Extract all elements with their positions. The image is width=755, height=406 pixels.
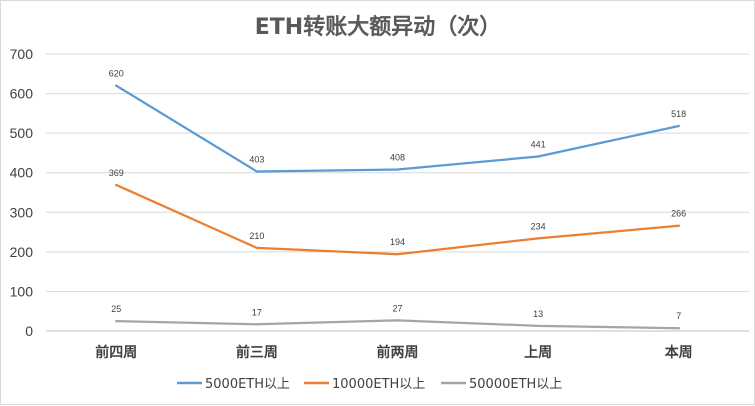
data-point [396, 319, 399, 322]
x-tick-label: 本周 [665, 344, 693, 361]
y-tick-label: 600 [10, 86, 34, 102]
data-point [115, 183, 118, 187]
data-point [536, 237, 540, 240]
data-label: 17 [252, 307, 262, 317]
x-tick-label: 前三周 [236, 344, 278, 361]
data-labels: 620 403 408 441 518 369 210 194 234 266 25 17 27 13 7 [109, 69, 686, 322]
y-tick-label: 400 [10, 165, 34, 181]
data-label: 620 [109, 69, 124, 79]
x-tick-label: 前两周 [377, 344, 419, 361]
data-point [115, 319, 118, 323]
y-tick-label: 200 [10, 244, 34, 260]
data-label: 403 [249, 155, 264, 165]
data-point [536, 324, 540, 328]
x-tick-label: 上周 [524, 345, 552, 361]
data-point [396, 168, 399, 171]
y-tick-label: 700 [10, 46, 34, 62]
data-label: 266 [671, 209, 686, 219]
y-tick-label: 100 [10, 283, 34, 299]
data-point [255, 246, 259, 250]
data-label: 25 [111, 304, 121, 314]
legend: 5000ETH以上 10000ETH以上 50000ETH以上 [177, 377, 562, 392]
legend-label: 10000ETH以上 [332, 377, 425, 392]
chart-title: ETH转账大额异动（次） [255, 14, 501, 40]
x-axis: 前四周 前三周 前两周 上周 本周 [95, 344, 692, 361]
x-tick-label: 前四周 [95, 344, 137, 361]
series-lines [115, 84, 680, 330]
data-point [677, 327, 680, 330]
data-point [677, 124, 680, 128]
y-tick-label: 300 [10, 204, 34, 220]
data-label: 518 [671, 109, 686, 119]
data-label: 441 [531, 139, 546, 149]
data-point [255, 323, 259, 326]
data-point [677, 224, 680, 227]
data-label: 194 [390, 237, 405, 247]
data-point [255, 170, 259, 173]
data-label: 408 [390, 153, 405, 163]
data-point [115, 84, 118, 87]
y-axis: 0 100 200 300 400 500 600 700 [10, 46, 34, 339]
data-point [536, 155, 540, 158]
data-label: 7 [676, 311, 681, 321]
data-label: 13 [533, 309, 543, 319]
data-label: 27 [392, 303, 402, 313]
data-label: 369 [109, 168, 124, 178]
y-tick-label: 500 [10, 125, 34, 141]
gridlines [46, 53, 749, 332]
data-label: 210 [249, 231, 264, 241]
data-point [396, 253, 399, 256]
legend-label: 50000ETH以上 [469, 377, 562, 392]
y-tick-label: 0 [25, 323, 33, 339]
legend-label: 5000ETH以上 [205, 377, 290, 392]
data-label: 234 [531, 221, 546, 231]
